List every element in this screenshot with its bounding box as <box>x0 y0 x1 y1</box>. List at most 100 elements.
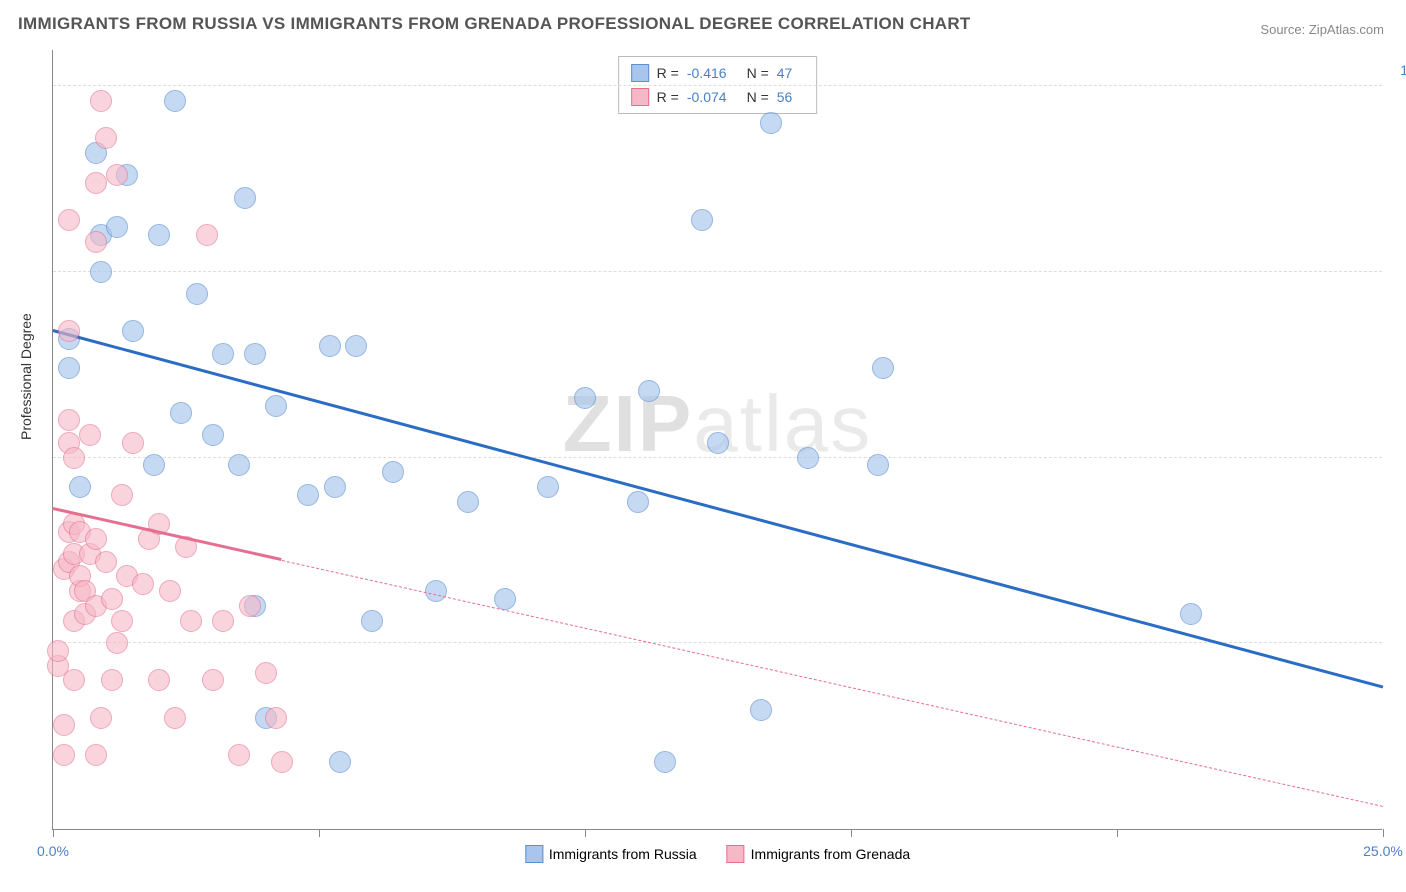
x-tick <box>1117 829 1118 837</box>
grid-line <box>53 271 1382 272</box>
scatter-point <box>872 357 894 379</box>
scatter-point <box>106 632 128 654</box>
legend-item: Immigrants from Russia <box>525 845 697 863</box>
scatter-point <box>106 164 128 186</box>
scatter-point <box>297 484 319 506</box>
scatter-point <box>132 573 154 595</box>
scatter-point <box>63 669 85 691</box>
scatter-point <box>90 261 112 283</box>
scatter-point <box>537 476 559 498</box>
stat-r-label: R = <box>657 65 679 81</box>
scatter-point <box>654 751 676 773</box>
scatter-point <box>53 714 75 736</box>
scatter-point <box>85 528 107 550</box>
legend-swatch <box>631 88 649 106</box>
scatter-point <box>271 751 293 773</box>
scatter-point <box>111 484 133 506</box>
x-tick <box>1383 829 1384 837</box>
stat-n-value: 56 <box>777 89 793 105</box>
scatter-point <box>425 580 447 602</box>
scatter-point <box>255 662 277 684</box>
scatter-point <box>265 395 287 417</box>
scatter-point <box>760 112 782 134</box>
scatter-point <box>90 90 112 112</box>
stat-r-value: -0.416 <box>687 65 727 81</box>
scatter-point <box>574 387 596 409</box>
scatter-point <box>1180 603 1202 625</box>
stat-n-label: N = <box>747 89 769 105</box>
legend-item: Immigrants from Grenada <box>727 845 911 863</box>
watermark-rest: atlas <box>693 379 872 468</box>
grid-line <box>53 642 1382 643</box>
scatter-point <box>212 610 234 632</box>
scatter-point <box>202 424 224 446</box>
trend-line-extrapolated <box>282 560 1383 807</box>
y-tick-label: 10.0% <box>1400 62 1406 78</box>
scatter-point <box>58 320 80 342</box>
scatter-point <box>85 172 107 194</box>
scatter-point <box>234 187 256 209</box>
grid-line <box>53 85 1382 86</box>
legend-swatch <box>525 845 543 863</box>
scatter-point <box>85 744 107 766</box>
scatter-point <box>212 343 234 365</box>
scatter-point <box>186 283 208 305</box>
scatter-point <box>228 744 250 766</box>
scatter-point <box>122 432 144 454</box>
scatter-point <box>244 343 266 365</box>
chart-title: IMMIGRANTS FROM RUSSIA VS IMMIGRANTS FRO… <box>18 14 971 34</box>
legend-label: Immigrants from Grenada <box>751 846 911 862</box>
scatter-point <box>58 409 80 431</box>
scatter-point <box>228 454 250 476</box>
stats-row: R = -0.074 N = 56 <box>631 85 805 109</box>
scatter-point <box>63 447 85 469</box>
source-value: ZipAtlas.com <box>1309 22 1384 37</box>
scatter-point <box>101 669 123 691</box>
scatter-point <box>53 744 75 766</box>
scatter-point <box>180 610 202 632</box>
x-tick-label: 0.0% <box>37 843 69 859</box>
scatter-point <box>797 447 819 469</box>
stat-r-value: -0.074 <box>687 89 727 105</box>
scatter-point <box>58 357 80 379</box>
trend-line <box>53 329 1384 688</box>
scatter-point <box>329 751 351 773</box>
scatter-point <box>69 476 91 498</box>
scatter-chart: ZIPatlas R =-0.416N =47R =-0.074N =56 Im… <box>52 50 1382 830</box>
scatter-point <box>361 610 383 632</box>
legend-label: Immigrants from Russia <box>549 846 697 862</box>
scatter-point <box>345 335 367 357</box>
scatter-point <box>106 216 128 238</box>
legend-swatch <box>631 64 649 82</box>
stat-r-label: R = <box>657 89 679 105</box>
scatter-point <box>494 588 516 610</box>
scatter-point <box>148 224 170 246</box>
scatter-point <box>85 231 107 253</box>
scatter-point <box>627 491 649 513</box>
scatter-point <box>319 335 341 357</box>
scatter-point <box>750 699 772 721</box>
scatter-point <box>101 588 123 610</box>
scatter-point <box>47 640 69 662</box>
scatter-point <box>691 209 713 231</box>
x-tick <box>585 829 586 837</box>
x-tick <box>851 829 852 837</box>
x-tick-label: 25.0% <box>1363 843 1403 859</box>
scatter-point <box>164 90 186 112</box>
scatter-point <box>638 380 660 402</box>
source-label: Source: <box>1260 22 1305 37</box>
y-axis-label: Professional Degree <box>18 313 34 440</box>
scatter-point <box>202 669 224 691</box>
scatter-point <box>164 707 186 729</box>
x-tick <box>319 829 320 837</box>
scatter-point <box>143 454 165 476</box>
scatter-point <box>265 707 287 729</box>
grid-line <box>53 457 1382 458</box>
scatter-point <box>707 432 729 454</box>
source-attribution: Source: ZipAtlas.com <box>1260 22 1384 37</box>
scatter-point <box>79 424 101 446</box>
scatter-point <box>196 224 218 246</box>
scatter-point <box>867 454 889 476</box>
stat-n-value: 47 <box>777 65 793 81</box>
scatter-point <box>170 402 192 424</box>
